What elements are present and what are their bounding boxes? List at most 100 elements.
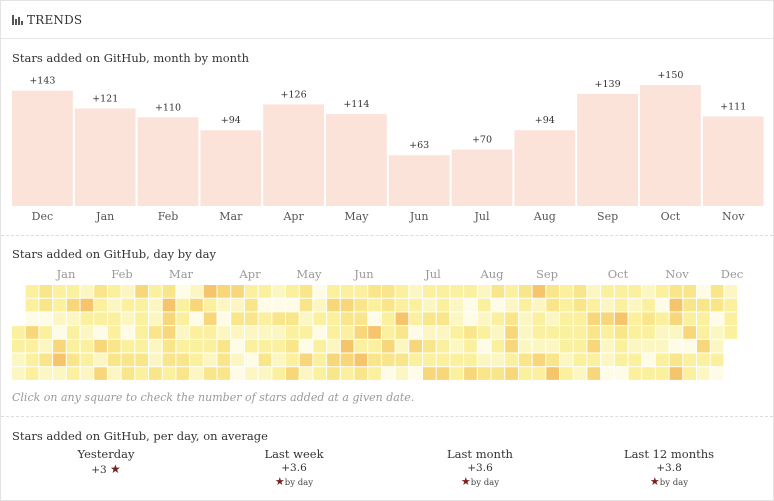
heat-cell [560, 367, 573, 380]
heat-cell [477, 339, 491, 353]
heat-cell [614, 298, 628, 312]
heat-cell [94, 353, 107, 367]
heat-cell [340, 285, 354, 298]
heat-cell [628, 353, 642, 367]
heat-cell [464, 353, 477, 367]
heat-cell [601, 339, 614, 353]
heat-cell [614, 367, 628, 380]
heat-cell [313, 353, 327, 367]
heat-cell [299, 353, 313, 367]
heat-cell [25, 298, 39, 312]
trends-header: TRENDS [1, 1, 773, 39]
daily-heatmap: Jan Feb Mar Apr May Jun Jul Aug Sep Oct Nov Dec [12, 267, 743, 380]
heat-cell [395, 353, 409, 367]
heat-cell [272, 353, 285, 367]
heat-cell [710, 312, 724, 326]
tick-label: Jul [473, 210, 489, 223]
heat-cell [149, 285, 162, 298]
heat-cell [258, 367, 272, 380]
heat-cell [697, 367, 710, 380]
heat-cell [25, 326, 39, 339]
heat-cell [190, 285, 203, 298]
heat-cell [546, 298, 559, 312]
heat-cell [299, 339, 313, 353]
heat-cell [587, 353, 601, 367]
month-label: Aug [479, 267, 504, 281]
heat-cell [272, 367, 285, 380]
data-label: +94 [535, 115, 555, 126]
bar-mar [200, 130, 262, 206]
heat-cell [286, 367, 299, 380]
tick-label: May [344, 210, 369, 223]
star-icon: ★ [649, 475, 660, 488]
heat-cell [107, 312, 121, 326]
bar-dec [12, 90, 73, 206]
heat-cell [409, 326, 422, 339]
heat-cell [94, 367, 107, 380]
heat-cell [39, 339, 53, 353]
month-label: Jun [353, 267, 374, 281]
bar-jun [388, 155, 450, 206]
heat-cell [107, 326, 121, 339]
heat-cell [368, 367, 381, 380]
heat-cell [464, 339, 477, 353]
month-label: Jul [424, 267, 441, 281]
heat-cell [409, 353, 422, 367]
heat-cell [258, 326, 272, 339]
heat-cell [395, 312, 409, 326]
avg-label: Last 12 months [623, 447, 715, 461]
heat-cell [25, 339, 39, 353]
heat-cell [697, 285, 710, 298]
month-label: Jan [56, 267, 76, 281]
heat-cell [217, 326, 231, 339]
heat-cell [464, 285, 477, 298]
heat-cell [614, 326, 628, 339]
heat-cell [601, 367, 614, 380]
heat-cell [94, 339, 107, 353]
heat-cell [231, 367, 244, 380]
heat-cell [423, 285, 436, 298]
heat-cell [450, 353, 464, 367]
heat-cell [491, 367, 505, 380]
heat-cell [395, 367, 409, 380]
heat-cell [135, 312, 148, 326]
heat-cell [272, 285, 285, 298]
heat-cell [450, 298, 464, 312]
heat-cell [614, 339, 628, 353]
heat-cell [546, 353, 559, 367]
heat-cell [327, 326, 340, 339]
avg-yesterday: Yesterday +3 ★ [16, 447, 196, 476]
heat-cell [327, 353, 340, 367]
heat-cell [546, 339, 559, 353]
heat-cell [149, 326, 162, 339]
heat-cell [491, 298, 505, 312]
heat-cell [176, 339, 190, 353]
heat-cell [149, 339, 162, 353]
heat-cell [176, 312, 190, 326]
heat-cell [724, 312, 738, 326]
heat-cell [244, 298, 258, 312]
heat-cell [505, 285, 518, 298]
heat-cell [217, 353, 231, 367]
heat-cell [546, 326, 559, 339]
heat-cell [53, 339, 66, 353]
bar-jan [74, 108, 136, 206]
heat-cell [587, 285, 601, 298]
heat-cell [286, 353, 299, 367]
heat-cell [190, 339, 203, 353]
heat-cell [66, 326, 80, 339]
heat-cell [313, 298, 327, 312]
heat-cell [518, 339, 532, 353]
heat-cell [423, 326, 436, 339]
heat-cell [683, 285, 696, 298]
heat-cell [39, 285, 53, 298]
heat-cell [286, 312, 299, 326]
heat-cell [190, 298, 203, 312]
heat-cell [217, 285, 231, 298]
heat-cell [505, 298, 518, 312]
bar-jul [451, 149, 513, 206]
heat-cell [683, 367, 696, 380]
heat-cell [190, 367, 203, 380]
heat-cell [162, 326, 176, 339]
heat-cell [546, 367, 559, 380]
